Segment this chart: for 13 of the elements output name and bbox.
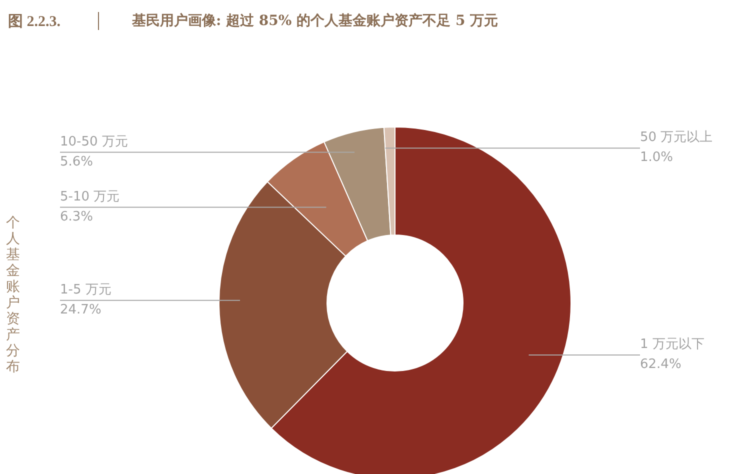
data-label: 24.7% [60,302,102,318]
data-label: 6.3% [60,209,94,224]
slice-label: 50 万元以上 [640,130,713,146]
slice-label: 10-50 万元 [60,134,128,150]
slice-label: 1 万元以下 [640,336,704,352]
slice-label: 1-5 万元 [60,282,112,298]
caption: 图 2.2.3. [8,13,60,31]
data-label: 5.6% [60,154,94,170]
data-label: 1.0% [640,150,674,166]
slice-label: 5-10 万元 [60,189,120,204]
chart-title: 基民用户画像: 超过 85% 的个人基金账户资产不足 5 万元 [132,12,498,30]
data-label: 62.4% [640,356,682,372]
text: 个人基金账户资产分布 [6,215,20,375]
